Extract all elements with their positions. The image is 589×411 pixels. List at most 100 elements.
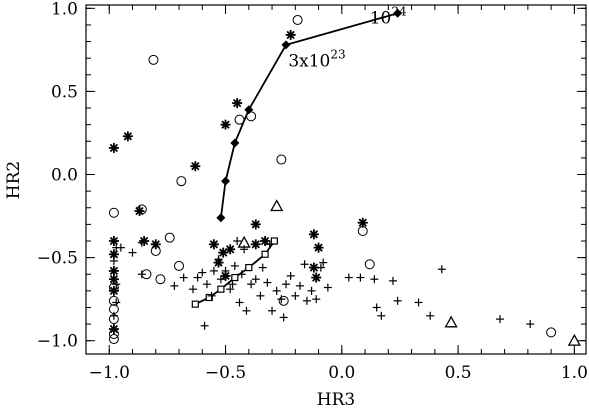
plus-point: [235, 298, 244, 307]
asterisk-stroke: [221, 271, 230, 281]
plus-point: [295, 281, 304, 290]
asterisk-stroke: [221, 120, 230, 129]
asterisk-stroke: [260, 236, 270, 246]
plus-point: [377, 311, 386, 320]
plus-point: [282, 280, 290, 289]
plus-point: [233, 236, 242, 245]
asterisk-stroke: [109, 275, 119, 284]
plus-point: [179, 273, 188, 282]
asterisk-stroke: [109, 286, 119, 296]
plus-point: [323, 283, 332, 292]
y-tick-label: −0.5: [37, 249, 78, 269]
asterisk-stroke: [251, 220, 260, 229]
y-tick-label: 0.0: [51, 166, 78, 186]
plus-point: [279, 313, 288, 322]
asterisk-point: [139, 235, 150, 246]
circle-point: [108, 282, 119, 293]
diamond-point: [393, 8, 403, 18]
x-tick-label: 0.0: [328, 363, 355, 383]
square-point: [245, 263, 253, 272]
diamond-point: [221, 176, 231, 186]
plus-point: [414, 298, 423, 307]
plus-point: [388, 276, 397, 285]
circle-point: [155, 274, 166, 285]
circle-point: [364, 259, 375, 270]
asterisk-point: [311, 272, 322, 283]
plus-point: [128, 248, 137, 257]
plus-point: [370, 275, 379, 284]
circle-point: [276, 154, 287, 165]
asterisk-point: [225, 244, 236, 255]
triangle-point: [567, 333, 581, 346]
plus-point: [393, 296, 402, 305]
plus-point: [272, 286, 281, 295]
plus-point: [109, 311, 118, 320]
plus-point: [214, 255, 223, 264]
annotations: 3x1023 1024: [288, 4, 407, 71]
asterisk-stroke: [358, 218, 367, 227]
asterisk-point: [308, 229, 319, 240]
circle-point: [108, 334, 119, 345]
plus-point: [372, 303, 381, 312]
square-point: [205, 293, 213, 302]
plus-point: [312, 295, 321, 304]
axes: −1.0 −0.5 0.0 0.5 1.0 −1.0 −0.5 0.0 0.5 1.0: [37, 0, 588, 383]
asterisk-point: [250, 239, 261, 250]
asterisk-point: [190, 161, 201, 172]
plus-point: [221, 266, 230, 275]
data-points: [108, 8, 581, 346]
plot-frame: [85, 4, 587, 355]
asterisk-stroke: [109, 143, 119, 153]
y-tick-label: 1.0: [51, 0, 78, 19]
triangle-point: [270, 199, 284, 212]
plus-point: [302, 296, 311, 305]
circle-point: [292, 14, 303, 25]
triangle-point: [444, 315, 458, 328]
plus-point: [193, 273, 202, 282]
plus-point: [109, 256, 118, 265]
asterisk-point: [218, 247, 229, 258]
diamond-point: [216, 213, 226, 223]
asterisk-point: [208, 239, 219, 250]
asterisk-point: [220, 119, 231, 130]
plus-point: [291, 291, 300, 300]
plus-point: [112, 298, 121, 307]
circle-point: [108, 295, 119, 306]
plus-point: [116, 243, 125, 252]
plus-point: [198, 268, 207, 277]
asterisk-point: [108, 142, 119, 153]
plus-point: [228, 280, 237, 289]
asterisk-stroke: [123, 132, 133, 141]
series-line: [219, 12, 398, 218]
plus-point: [258, 263, 267, 272]
plus-point: [188, 285, 197, 294]
plus-point: [356, 273, 365, 282]
x-tick-label: 1.0: [561, 363, 588, 383]
square-point: [270, 237, 278, 245]
asterisk-stroke: [309, 230, 319, 239]
square-point: [231, 273, 239, 282]
asterisk-stroke: [191, 162, 200, 171]
asterisk-point: [260, 235, 271, 246]
circle-point: [136, 204, 147, 215]
plus-point: [265, 240, 274, 249]
annotation-3x10-23: 3x1023: [288, 47, 345, 71]
plus-point: [230, 261, 239, 270]
asterisk-stroke: [251, 240, 260, 249]
x-tick-label: 0.5: [445, 363, 472, 383]
circle-point: [176, 176, 187, 187]
diamond-point: [281, 40, 291, 50]
asterisk-stroke: [314, 243, 323, 252]
plus-point: [256, 291, 265, 300]
asterisk-stroke: [109, 266, 119, 276]
asterisk-stroke: [286, 30, 295, 40]
plus-point: [237, 270, 246, 279]
plus-point: [319, 258, 328, 267]
asterisk-point: [285, 29, 296, 40]
plus-point: [209, 266, 218, 275]
asterisk-point: [250, 219, 261, 230]
plus-point: [137, 238, 146, 247]
plus-point: [263, 278, 272, 287]
triangle-point: [237, 235, 251, 248]
